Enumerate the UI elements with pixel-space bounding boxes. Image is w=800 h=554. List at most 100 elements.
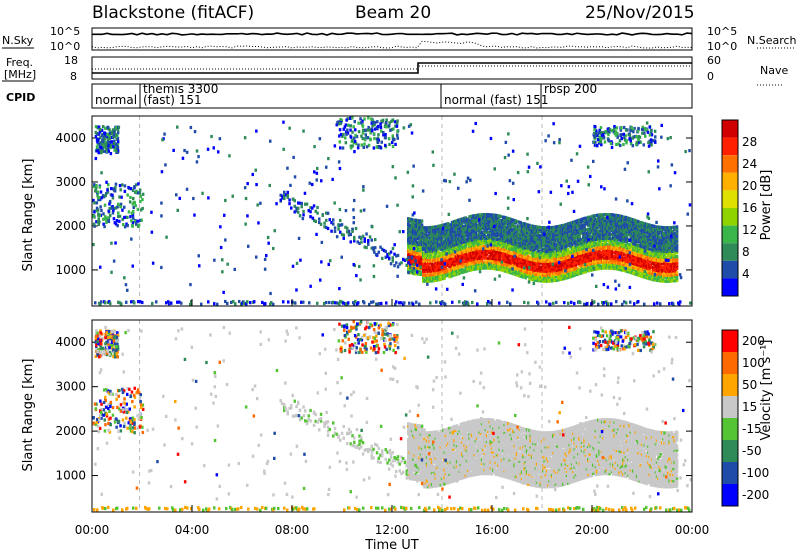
range-cell: [422, 226, 425, 230]
range-cell: [534, 266, 537, 270]
range-cell: [429, 245, 432, 249]
range-cell: [458, 234, 461, 238]
range-cell: [542, 273, 545, 277]
range-cell: [427, 275, 430, 279]
range-cell: [487, 220, 490, 225]
range-cell: [422, 238, 425, 242]
range-cell: [537, 225, 540, 229]
range-cell: [472, 253, 475, 258]
range-cell: [424, 273, 427, 277]
range-cell: [424, 238, 427, 242]
range-cell: [477, 259, 480, 263]
range-cell: [439, 263, 442, 267]
range-cell: [428, 228, 431, 232]
range-cell: [550, 253, 554, 257]
range-cell: [462, 232, 465, 237]
range-cell: [407, 225, 410, 229]
range-cell: [487, 258, 490, 262]
range-cell: [487, 248, 490, 252]
range-cell: [494, 231, 497, 235]
range-cell: [484, 236, 487, 240]
range-cell: [442, 253, 445, 257]
range-cell: [502, 217, 505, 221]
range-cell: [447, 245, 450, 249]
range-cell: [464, 238, 467, 242]
range-cell: [472, 242, 475, 246]
range-cell: [492, 247, 495, 251]
range-cell: [554, 239, 557, 243]
range-cell: [509, 231, 512, 235]
range-cell: [524, 274, 527, 278]
range-cell: [424, 226, 427, 230]
range-cell: [467, 247, 470, 251]
range-cell: [458, 271, 461, 275]
range-cell: [447, 243, 450, 248]
range-cell: [449, 272, 452, 276]
range-cell: [429, 265, 432, 269]
range-cell: [539, 279, 542, 283]
range-cell: [434, 276, 437, 280]
range-cell: [554, 251, 557, 255]
range-cell: [477, 233, 480, 237]
range-cell: [497, 265, 500, 269]
range-cell: [539, 271, 542, 275]
range-cell: [544, 249, 547, 254]
range-cell: [455, 250, 459, 254]
range-cell: [537, 251, 540, 255]
range-cell: [484, 266, 487, 270]
range-cell: [442, 247, 445, 251]
range-cell: [418, 250, 421, 255]
range-cell: [519, 237, 522, 241]
range-cell: [544, 228, 547, 232]
range-cell: [423, 255, 426, 260]
range-cell: [537, 231, 540, 235]
range-cell: [532, 224, 535, 228]
range-cell: [478, 221, 481, 225]
range-cell: [422, 251, 425, 256]
range-cell: [437, 272, 440, 276]
nave-tick-top: 60: [707, 54, 721, 67]
range-cell: [537, 257, 540, 261]
range-cell: [427, 245, 430, 250]
range-cell: [417, 219, 420, 223]
range-cell: [428, 267, 431, 271]
range-cell: [502, 255, 505, 259]
range-cell: [527, 223, 530, 227]
range-cell: [519, 240, 522, 245]
range-cell: [449, 233, 452, 237]
range-cell: [497, 220, 500, 224]
range-cell: [412, 230, 415, 234]
range-cell: [492, 260, 495, 265]
range-cell: [424, 244, 427, 248]
range-cell: [469, 258, 472, 262]
range-cell: [419, 262, 422, 267]
range-cell: [532, 252, 535, 256]
range-cell: [472, 265, 475, 269]
range-cell: [502, 221, 505, 225]
range-cell: [464, 259, 467, 263]
range-cell: [459, 257, 462, 261]
range-cell: [407, 252, 410, 256]
range-cell: [422, 261, 425, 265]
range-cell: [547, 257, 550, 261]
range-cell: [534, 260, 537, 264]
range-cell: [449, 266, 452, 270]
range-cell: [454, 259, 457, 263]
range-cell: [477, 239, 480, 243]
range-cell: [452, 244, 455, 248]
range-cell: [437, 266, 440, 270]
range-cell: [532, 254, 535, 258]
range-cell: [489, 213, 492, 217]
range-cell: [442, 233, 445, 237]
range-cell: [484, 226, 487, 230]
range-cell: [472, 222, 475, 226]
range-cell: [469, 240, 472, 244]
range-cell: [437, 270, 440, 274]
range-cell: [549, 231, 552, 236]
range-cell: [442, 249, 445, 253]
range-cell: [517, 220, 520, 224]
range-cell: [427, 265, 430, 269]
range-cell: [444, 256, 447, 260]
range-cell: [548, 279, 551, 283]
